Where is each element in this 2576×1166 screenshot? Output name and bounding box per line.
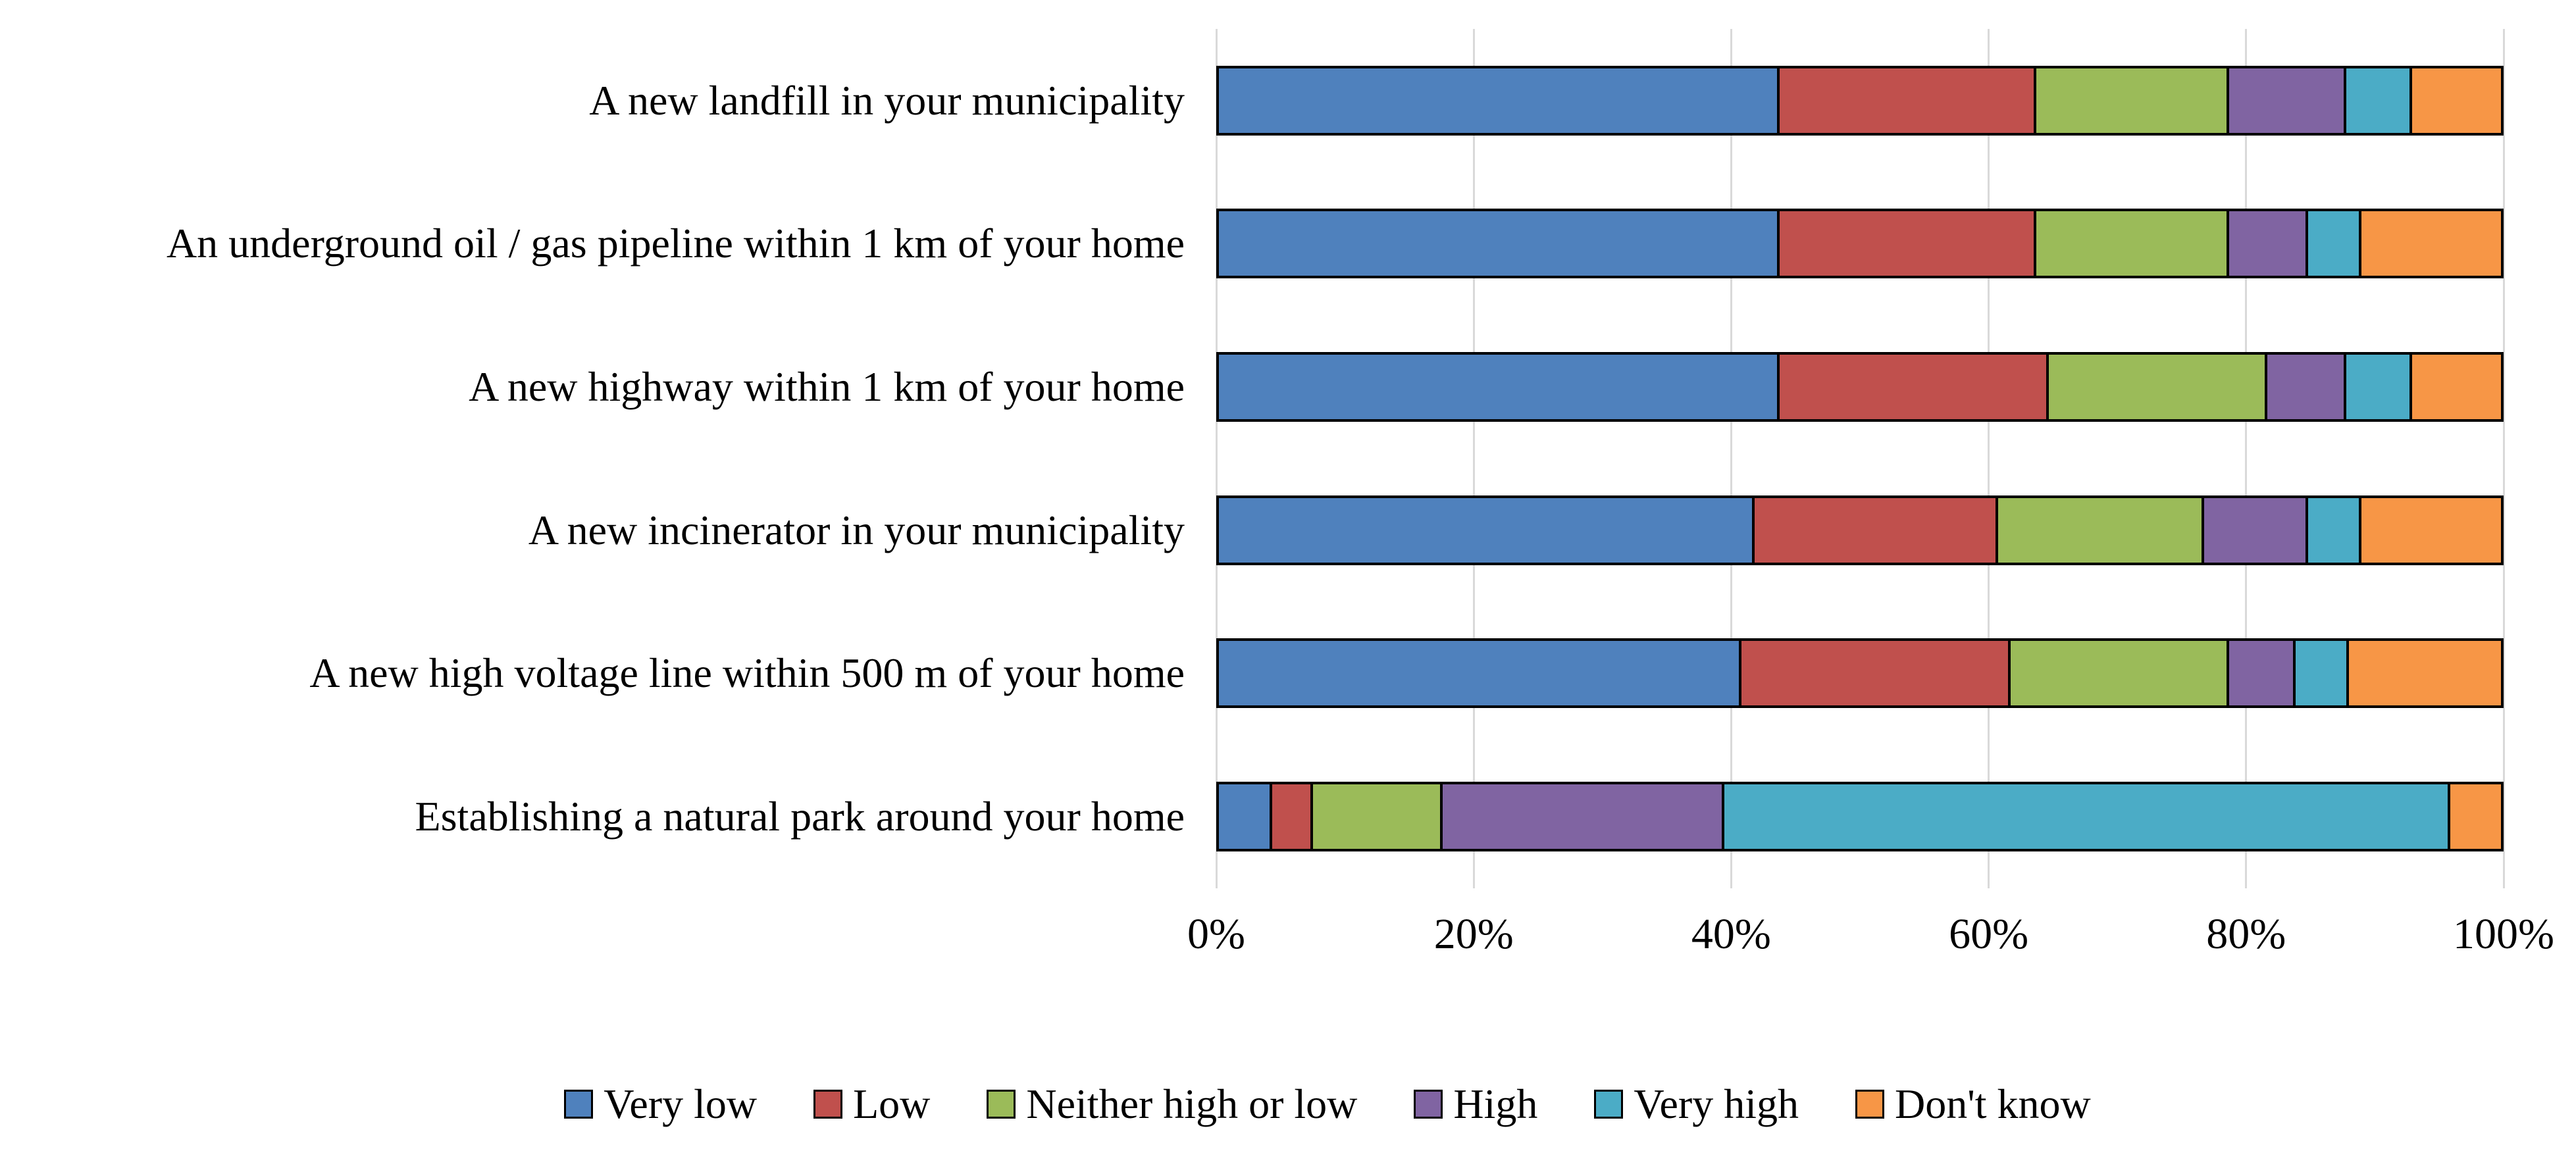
category-label: A new highway within 1 km of your home [469, 363, 1185, 411]
x-tick-label: 20% [1433, 910, 1514, 958]
bar-segment [2229, 68, 2346, 133]
legend-swatch-icon [564, 1090, 594, 1119]
gridline-40 [1730, 29, 1732, 888]
stacked-bar [1216, 65, 2504, 136]
bar-segment [1741, 641, 2011, 706]
legend-label: Very high [1634, 1080, 1799, 1127]
category-label: A new high voltage line within 500 m of … [309, 649, 1185, 697]
legend-label: Don't know [1895, 1080, 2091, 1127]
bar-row [1216, 459, 2504, 602]
gridline-80 [2245, 29, 2248, 888]
legend-label: Very low [604, 1080, 758, 1127]
stacked-bar [1216, 638, 2504, 709]
plot-area [1215, 29, 2505, 888]
bar-segment [2346, 355, 2413, 420]
x-tick-label: 0% [1187, 910, 1245, 958]
legend-item: Neither high or low [987, 1080, 1357, 1128]
bar-segment [2348, 641, 2502, 706]
x-tick-label: 80% [2206, 910, 2286, 958]
bar-segment [2361, 211, 2501, 276]
bar-row [1216, 29, 2504, 172]
bar-row [1216, 315, 2504, 459]
gridline-100 [2502, 29, 2505, 888]
bar-segment [1442, 784, 1724, 849]
bar-segment [2450, 784, 2501, 849]
bar-segment [2267, 355, 2346, 420]
bar-segment [2229, 641, 2296, 706]
x-tick-label: 40% [1691, 910, 1771, 958]
bar-segment [1272, 784, 1313, 849]
bar-segment [2036, 68, 2230, 133]
gridline-0 [1215, 29, 1218, 888]
legend-swatch-icon [1855, 1090, 1885, 1119]
legend-swatch-icon [1414, 1090, 1443, 1119]
category-label: A new landfill in your municipality [589, 76, 1185, 124]
bar-segment [2307, 211, 2361, 276]
bar-segment [1998, 497, 2204, 563]
bar-segment [1780, 68, 2036, 133]
bar-segment [1219, 211, 1780, 276]
bar-segment [2412, 355, 2501, 420]
legend-item: Very high [1594, 1080, 1799, 1128]
bar-segment [1219, 355, 1780, 420]
stacked-bar [1216, 782, 2504, 852]
legend-label: High [1453, 1080, 1538, 1127]
bar-segment [2412, 68, 2501, 133]
legend-item: Low [813, 1080, 930, 1128]
stacked-bar [1216, 495, 2504, 565]
bar-segment [1219, 68, 1780, 133]
legend-swatch-icon [1594, 1090, 1624, 1119]
gridline-20 [1472, 29, 1475, 888]
category-label: Establishing a natural park around your … [415, 793, 1185, 840]
bar-segment [2295, 641, 2349, 706]
legend-label: Neither high or low [1026, 1080, 1358, 1127]
bar-segment [2011, 641, 2230, 706]
legend-swatch-icon [813, 1090, 843, 1119]
bar-row [1216, 602, 2504, 746]
bar-segment [2307, 497, 2361, 563]
bar-segment [2203, 497, 2308, 563]
bar-segment [1780, 355, 2049, 420]
bar-segment [1780, 211, 2036, 276]
bar-segment [2346, 68, 2413, 133]
bar-segment [2036, 211, 2230, 276]
legend-swatch-icon [987, 1090, 1016, 1119]
bar-segment [2049, 355, 2267, 420]
x-tick-label: 100% [2453, 910, 2554, 958]
stacked-bar [1216, 352, 2504, 422]
x-tick-label: 60% [1949, 910, 2029, 958]
bar-segment [1219, 784, 1273, 849]
bar-segment [1219, 497, 1755, 563]
legend-item: Very low [564, 1080, 757, 1128]
bar-segment [1219, 641, 1742, 706]
legend: Very low Low Neither high or low High Very h… [79, 1065, 2576, 1144]
bar-segment [2361, 497, 2501, 563]
legend-label: Low [853, 1080, 931, 1127]
bar-segment [1312, 784, 1443, 849]
bar-row [1216, 172, 2504, 316]
bar-segment [1754, 497, 1999, 563]
legend-item: High [1414, 1080, 1537, 1128]
legend-item: Don't know [1855, 1080, 2091, 1128]
bar-segment [2229, 211, 2308, 276]
bar-row [1216, 745, 2504, 888]
stacked-bar [1216, 209, 2504, 279]
category-label: An underground oil / gas pipeline within… [166, 220, 1185, 267]
bar-segment [1724, 784, 2450, 849]
gridline-60 [1988, 29, 1990, 888]
category-label: A new incinerator in your municipality [528, 506, 1185, 553]
